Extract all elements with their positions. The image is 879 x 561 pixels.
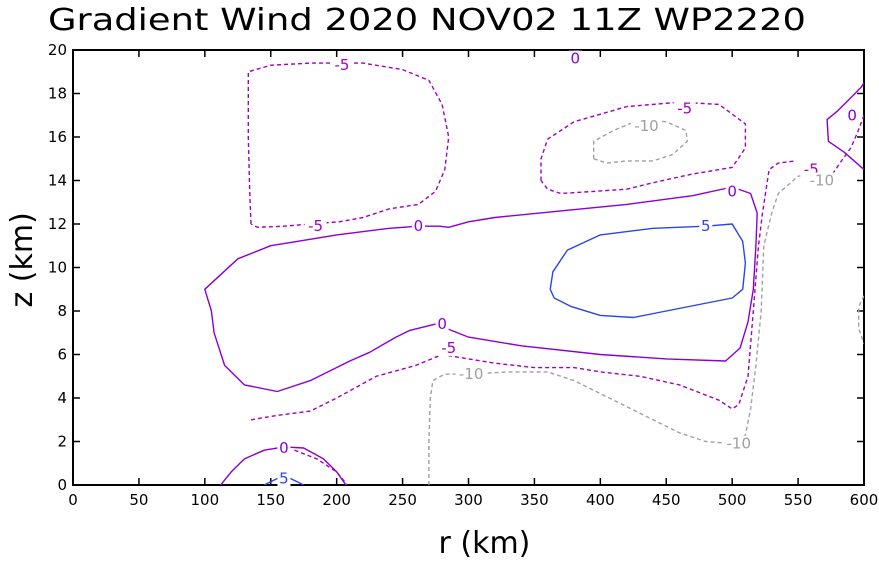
x-tick-label: 50 — [129, 491, 148, 509]
contour-neg5-upper-left — [247, 62, 450, 229]
contour-label: 0 — [571, 50, 581, 68]
y-tick-label: 0 — [57, 476, 67, 494]
chart-title: Gradient Wind 2020 NOV02 11Z WP2220 — [48, 3, 806, 38]
contour-label: -10 — [459, 365, 484, 383]
contour-lines — [204, 50, 864, 485]
contour-label-bg — [673, 100, 696, 117]
contour-label: -5 — [308, 217, 323, 235]
x-tick-label: 600 — [850, 491, 879, 509]
contour-zero-right-top — [826, 82, 864, 171]
y-axis-label: z (km) — [5, 212, 40, 307]
contour-neg5-upper-right — [540, 101, 747, 195]
y-tick-label: 10 — [48, 259, 67, 277]
contour-label-bg — [725, 183, 739, 200]
contour-label: 5 — [701, 217, 711, 235]
contour-neg5-lower — [250, 160, 796, 421]
x-tick-label: 0 — [68, 491, 78, 509]
contour-neg5-bottom-corner — [294, 449, 348, 485]
contour-label-bg — [435, 316, 449, 333]
contour-label-bg — [330, 57, 353, 74]
contour-label: 0 — [847, 106, 857, 124]
x-tick-label: 500 — [718, 491, 747, 509]
contour-label-bg — [437, 339, 460, 356]
contour-label: 0 — [279, 439, 289, 457]
y-tick-label: 4 — [57, 389, 67, 407]
contour-label-bg — [411, 218, 425, 235]
contour-zero-core — [204, 186, 758, 393]
x-tick-label: 550 — [784, 491, 813, 509]
contour-label: 0 — [727, 182, 737, 200]
contour-label: 0 — [414, 217, 424, 235]
contour-label-bg — [723, 435, 755, 452]
x-tick-label: 400 — [586, 491, 615, 509]
contour-label: -10 — [634, 117, 659, 135]
contour-neg10-right-edge — [858, 295, 864, 344]
contour-neg10-lower — [428, 173, 836, 485]
contour-label-bg — [304, 218, 327, 235]
contour-label: -10 — [727, 435, 752, 453]
contour-label: -5 — [334, 56, 349, 74]
x-tick-label: 300 — [454, 491, 483, 509]
contour-label-bg — [277, 440, 291, 457]
contour-label-bg — [699, 218, 713, 235]
y-tick-label: 8 — [57, 302, 67, 320]
contour-label: -5 — [677, 100, 692, 118]
x-tick-label: 100 — [191, 491, 220, 509]
x-tick-label: 350 — [520, 491, 549, 509]
contour-label: 5 — [279, 469, 289, 487]
y-tick-label: 14 — [48, 172, 67, 190]
y-tick-label: 18 — [48, 85, 67, 103]
y-tick-label: 20 — [48, 41, 67, 59]
contour-label-bg — [845, 107, 859, 124]
contour-label-bg — [568, 50, 582, 67]
contour-label-bg — [455, 366, 487, 383]
contour-label: 0 — [437, 315, 447, 333]
contour-label: -10 — [810, 172, 835, 190]
y-tick-label: 16 — [48, 128, 67, 146]
contour-label-bg — [277, 470, 291, 487]
x-axis: 0 50 100 150 200 250 300 350 400 450 500 550 600 — [68, 50, 878, 509]
x-tick-label: 200 — [322, 491, 351, 509]
x-tick-label: 250 — [388, 491, 417, 509]
contour-pos5-core — [549, 223, 747, 319]
x-tick-label: 150 — [256, 491, 285, 509]
y-tick-label: 2 — [57, 433, 67, 451]
x-axis-label: r (km) — [439, 526, 531, 561]
x-tick-label: 450 — [652, 491, 681, 509]
y-tick-label: 6 — [57, 346, 67, 364]
contour-label-bg — [630, 118, 662, 135]
y-axis: 0 2 4 6 8 10 12 14 16 18 20 — [48, 41, 864, 494]
contour-label: -5 — [441, 339, 456, 357]
contour-label-bg — [806, 172, 838, 189]
contour-neg10-upper — [593, 118, 688, 164]
y-tick-label: 12 — [48, 215, 67, 233]
